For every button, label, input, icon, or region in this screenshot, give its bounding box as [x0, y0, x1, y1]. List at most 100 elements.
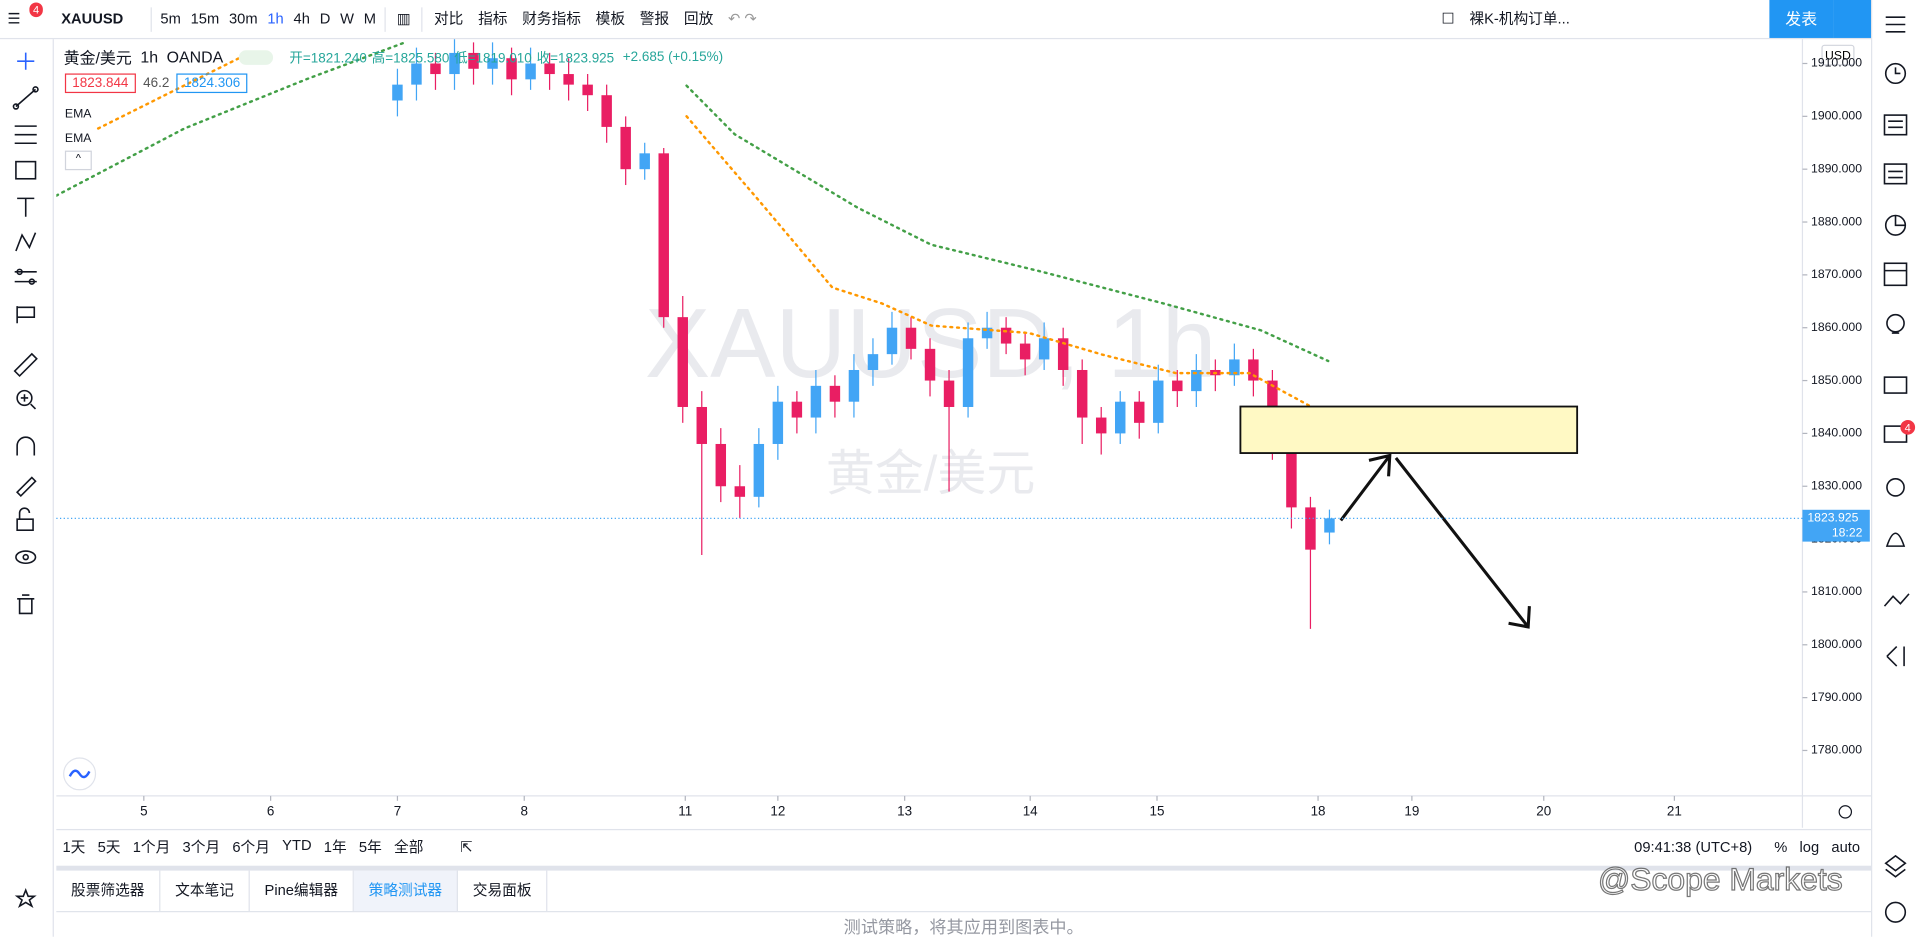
interval-button[interactable]: 5m [160, 9, 181, 27]
legend-ohlc-value: 低=1819.010 [454, 50, 532, 66]
candle-body [810, 385, 822, 418]
candle-body [1324, 518, 1335, 533]
undo-redo[interactable]: ↶ ↷ [727, 9, 757, 27]
candle-body [1229, 359, 1240, 376]
legend-ohlc: 开=1821.240 高=1825.580 低=1819.010 收=1823.925 [289, 47, 614, 67]
candle-body [1115, 401, 1126, 434]
toolbar-button[interactable]: 回放 [683, 9, 714, 27]
range-button[interactable]: 6个月 [232, 838, 270, 856]
y-tick-label: 1830.000 [1811, 478, 1862, 492]
range-button[interactable]: 3个月 [182, 838, 221, 856]
x-tick-label: 5 [140, 803, 147, 818]
legend-exchange: OANDA [166, 47, 224, 67]
watermark-name: 黄金/美元 [826, 447, 1035, 501]
candle-body [1172, 380, 1183, 392]
clock[interactable]: 09:41:38 (UTC+8) [1634, 838, 1753, 856]
x-tick-label: 12 [770, 803, 785, 818]
goto-date[interactable]: ⇱ [460, 838, 473, 856]
scale-option[interactable]: auto [1831, 838, 1861, 856]
range-button[interactable]: 1年 [323, 838, 347, 856]
interval-button[interactable]: M [363, 9, 377, 27]
symbol-search[interactable]: XAUUSD [61, 9, 124, 27]
plot-area: XAUUSD, 1h 黄金/美元 [56, 39, 1335, 629]
x-tick-label: 6 [267, 803, 274, 818]
interval-button[interactable]: 1h [267, 9, 284, 27]
indicator-label[interactable]: EMA [64, 107, 92, 122]
panel-message: 测试策略，将其应用到图表中。 [843, 917, 1084, 937]
interval-button[interactable]: 4h [293, 9, 310, 27]
scale-option[interactable]: % [1774, 838, 1788, 856]
indicator-label[interactable]: EMA [64, 132, 92, 146]
panel-tab[interactable]: 策略测试器 [353, 870, 459, 912]
notification-badge: 4 [1905, 422, 1911, 434]
market-status[interactable] [239, 49, 274, 65]
y-tick-label: 1780.000 [1811, 743, 1862, 757]
range-button[interactable]: 5年 [358, 838, 382, 856]
candle-body [525, 63, 536, 80]
arrow-drawings[interactable] [1339, 453, 1531, 629]
candle-body [905, 327, 917, 349]
toolbar-buttons: 对比 指标 财务指标 模板 警报 回放 [427, 0, 721, 38]
range-button[interactable]: 全部 [394, 838, 424, 856]
interval-button[interactable]: 15m [190, 9, 220, 27]
ask[interactable]: 1824.306 [176, 73, 248, 94]
chart-style[interactable]: ▥ [396, 9, 411, 27]
candle-body [506, 58, 517, 80]
x-tick-label: 14 [1023, 803, 1038, 818]
interval-button[interactable]: W [340, 9, 354, 27]
candle-body [1057, 338, 1069, 370]
toolbar-button[interactable]: 财务指标 [522, 9, 581, 27]
y-tick-label: 1800.000 [1811, 637, 1862, 651]
range-button[interactable]: 5天 [97, 838, 121, 856]
toolbar-button[interactable]: 模板 [595, 9, 626, 27]
currency-box [1821, 44, 1855, 66]
candle-body [829, 385, 841, 402]
bar-countdown: 18:22 [1832, 525, 1863, 539]
legend-ohlc-value: 高=1825.580 [371, 50, 450, 66]
x-tick-label: 7 [394, 803, 401, 818]
interval-button[interactable]: 30m [228, 9, 258, 27]
candle-body [1038, 338, 1050, 360]
range-button[interactable]: 1天 [62, 838, 86, 856]
candle-body [791, 401, 803, 418]
candle-body [867, 354, 879, 370]
panel-tab[interactable]: 股票筛选器 [56, 870, 161, 912]
interval-button[interactable]: D [319, 9, 331, 27]
candle-body [981, 327, 993, 339]
panel-tab[interactable]: Pine编辑器 [250, 870, 354, 912]
y-tick-label: 1860.000 [1811, 320, 1862, 334]
layout-toggle[interactable]: ☐ [1441, 9, 1455, 27]
play-button[interactable] [1833, 0, 1872, 38]
publish-button[interactable]: 发表 [1769, 0, 1834, 38]
arrow-up[interactable] [1339, 453, 1392, 522]
left-tool-icons[interactable] [12, 52, 39, 909]
toolbar-button[interactable]: 警报 [639, 9, 670, 27]
candle-body [1019, 343, 1031, 360]
menu[interactable]: ☰ 4 [0, 0, 54, 38]
collapse-legend[interactable]: ^ [64, 150, 92, 171]
x-tick-label: 11 [678, 803, 692, 818]
ema-line [96, 53, 1330, 418]
range-button[interactable]: YTD [282, 836, 312, 854]
panel-tab[interactable]: 交易面板 [458, 870, 548, 912]
range-button[interactable]: 1个月 [132, 838, 171, 856]
bid[interactable]: 1823.844 [64, 73, 136, 94]
zone-rectangle[interactable] [1239, 405, 1579, 454]
scale-option[interactable]: log [1799, 838, 1820, 856]
right-sidebar-icons[interactable] [1883, 16, 1910, 923]
candle-body [544, 63, 555, 75]
y-tick-label: 1870.000 [1811, 267, 1862, 281]
panel-tab[interactable]: 文本笔记 [160, 870, 250, 912]
settings-button[interactable] [1838, 805, 1853, 819]
arrow-down[interactable] [1394, 457, 1531, 629]
intervals: 5m 15m 30m 1h 4h D W M [156, 0, 381, 38]
candle-body [772, 401, 784, 444]
layout-name[interactable]: 裸K-机构订单... [1469, 9, 1570, 27]
toolbar-button[interactable]: 对比 [433, 9, 464, 27]
toolbar-button[interactable]: 指标 [478, 9, 508, 27]
y-tick-label: 1880.000 [1811, 214, 1862, 228]
legend-symbol[interactable]: 黄金/美元 [63, 48, 132, 68]
notification-badge-dot [1900, 420, 1916, 435]
